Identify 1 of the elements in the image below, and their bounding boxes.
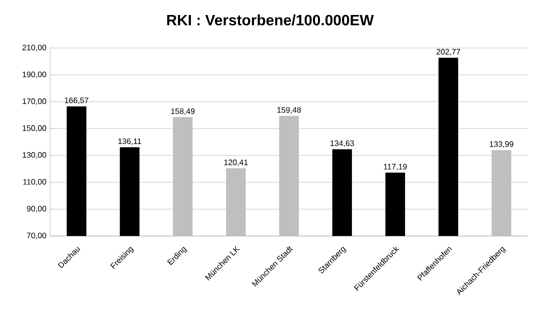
chart-title: RKI : Verstorbene/100.000EW (167, 14, 374, 26)
